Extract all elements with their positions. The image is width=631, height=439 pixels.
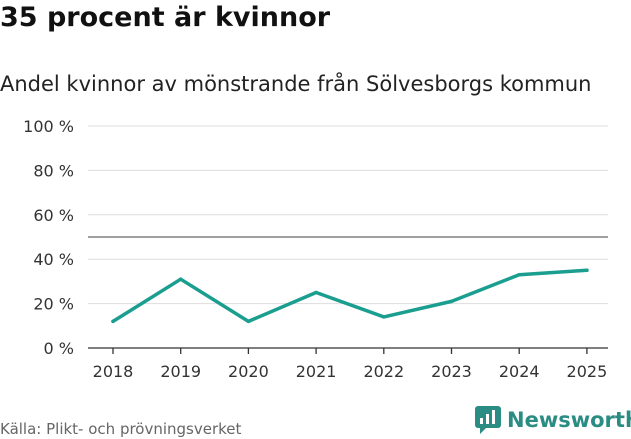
x-tick-label: 2021 <box>296 362 337 381</box>
y-tick-label: 0 % <box>44 339 74 358</box>
brand-name: Newsworthy <box>507 408 631 432</box>
x-axis: 2018 2019 2020 2021 2022 2023 2024 2025 <box>88 347 608 381</box>
grid-layer <box>88 125 608 305</box>
x-tick-label: 2023 <box>431 362 472 381</box>
series-layer <box>111 268 589 324</box>
chart-title: 35 procent är kvinnor <box>0 2 331 33</box>
series-line <box>111 268 589 324</box>
line-chart: 0 % 20 % 40 % 60 % 80 % 100 % 2018 2019 2020 202… <box>23 117 608 381</box>
y-tick-label: 80 % <box>33 161 74 180</box>
y-tick-label: 60 % <box>33 206 74 225</box>
y-axis: 0 % 20 % 40 % 60 % 80 % 100 % <box>23 117 74 358</box>
data-point <box>382 315 386 319</box>
x-tick-label: 2022 <box>363 362 404 381</box>
data-point <box>517 272 521 277</box>
x-tick-label: 2018 <box>93 362 134 381</box>
chart-subtitle: Andel kvinnor av mönstrande från Sölvesb… <box>0 72 592 96</box>
y-tick-label: 100 % <box>23 117 74 136</box>
data-point <box>178 277 183 281</box>
data-point <box>314 290 318 295</box>
data-point <box>585 268 589 273</box>
data-point <box>246 319 251 324</box>
newsworthy-icon <box>475 406 501 434</box>
source-note: Källa: Plikt- och prövningsverket <box>0 420 242 438</box>
data-point <box>111 319 115 324</box>
data-point <box>449 299 454 304</box>
x-tick-label: 2024 <box>499 362 540 381</box>
x-tick-label: 2019 <box>160 362 201 381</box>
brand-logo: Newsworthy <box>475 406 631 434</box>
y-tick-label: 20 % <box>33 295 74 314</box>
x-tick-label: 2025 <box>567 362 608 381</box>
y-tick-label: 40 % <box>33 250 74 269</box>
x-tick-label: 2020 <box>228 362 269 381</box>
